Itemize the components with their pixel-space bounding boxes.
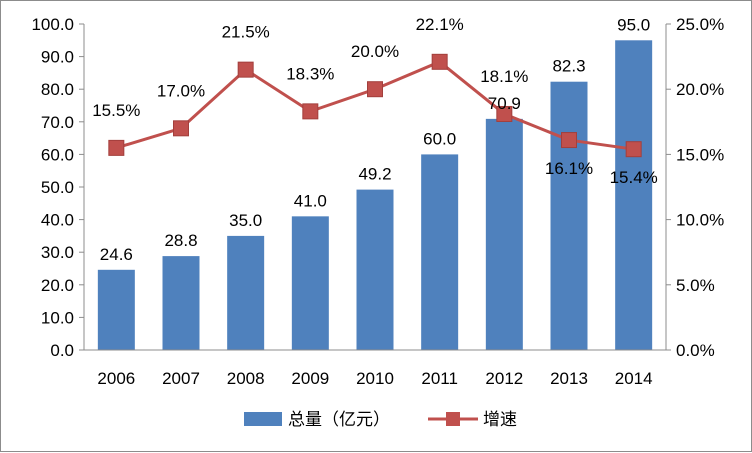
left-axis-tick-label: 100.0 [31, 15, 74, 34]
line-marker [302, 103, 319, 120]
line-data-label: 18.3% [286, 64, 334, 83]
line-data-label: 15.4% [610, 168, 658, 187]
x-axis-tick-label: 2006 [97, 369, 135, 388]
right-axis-tick-label: 25.0% [676, 15, 724, 34]
right-axis-tick-labels: 0.0% 5.0% 10.0% 15.0% 20.0% 25.0% [666, 15, 724, 360]
line-marker [173, 120, 189, 137]
legend-bar-swatch [244, 412, 282, 426]
left-axis-tick-label: 70.0 [41, 113, 74, 132]
right-axis-tick-label: 5.0% [676, 276, 715, 295]
bar-data-label: 60.0 [423, 129, 456, 148]
right-axis-tick-label: 15.0% [676, 145, 724, 164]
bar-data-label: 95.0 [617, 15, 650, 34]
line-data-label: 16.1% [545, 159, 593, 178]
x-axis-tick-labels: 2006 2007 2008 2009 2010 2011 2012 2013 2014 [97, 369, 652, 388]
line-marker [496, 105, 513, 122]
left-axis-tick-label: 90.0 [41, 48, 74, 67]
bar-data-label: 70.9 [488, 94, 521, 113]
bar [615, 40, 653, 351]
bar [162, 256, 200, 350]
line-marker [237, 61, 254, 78]
legend-bar-label: 总量（亿元） [288, 410, 390, 430]
x-axis-tick-label: 2014 [615, 369, 653, 388]
left-axis-tick-label: 80.0 [41, 80, 74, 99]
left-axis-tick-label: 0.0 [50, 341, 74, 360]
left-axis-tick-label: 10.0 [41, 308, 74, 327]
bar-data-label: 28.8 [164, 231, 197, 250]
x-axis-tick-label: 2011 [421, 369, 458, 388]
right-axis-tick-label: 10.0% [676, 211, 724, 230]
line-data-label: 18.1% [480, 67, 528, 86]
bar [550, 81, 588, 351]
line-data-label: 17.0% [157, 81, 205, 100]
bar [227, 235, 265, 350]
line-data-label: 22.1% [416, 15, 464, 34]
bar [485, 118, 523, 350]
line-marker [431, 53, 448, 70]
bar-data-label: 35.0 [229, 211, 262, 230]
bar-data-labels: 24.6 28.8 35.0 41.0 49.2 60.0 70.9 82.3 95.0 [100, 15, 650, 264]
x-axis-tick-label: 2012 [485, 369, 523, 388]
line-data-label: 20.0% [351, 42, 399, 61]
bar-data-label: 41.0 [294, 191, 327, 210]
x-axis-tick-label: 2008 [227, 369, 265, 388]
x-axis-tick-label: 2013 [550, 369, 588, 388]
left-axis-tick-label: 50.0 [41, 178, 74, 197]
bar [97, 269, 135, 350]
bar-data-label: 82.3 [552, 57, 585, 76]
left-axis-tick-label: 40.0 [41, 211, 74, 230]
right-axis-tick-label: 20.0% [676, 80, 724, 99]
line-marker [625, 141, 642, 158]
line-markers [108, 53, 642, 158]
line-data-label: 21.5% [222, 23, 270, 42]
line-data-labels: 15.5% 17.0% 21.5% 18.3% 20.0% 22.1% 18.1% 16.1%… [92, 15, 658, 187]
legend: 总量（亿元） 增速 [244, 410, 517, 430]
left-axis-tick-label: 20.0 [41, 276, 74, 295]
bar [421, 154, 459, 350]
legend-line-marker [446, 412, 460, 426]
legend-line-label: 增速 [483, 410, 517, 430]
x-axis-tick-label: 2009 [291, 369, 329, 388]
right-axis-tick-label: 0.0% [676, 341, 715, 360]
line-marker [561, 132, 577, 149]
x-axis-tick-label: 2010 [356, 369, 394, 388]
line-marker [108, 139, 125, 156]
line-marker [367, 81, 383, 98]
x-axis-tick-label: 2007 [162, 369, 200, 388]
bar-data-label: 24.6 [100, 245, 133, 264]
left-axis-tick-labels: 0.0 10.0 20.0 30.0 40.0 50.0 60.0 70.0 80.0 90.0 1… [31, 15, 84, 360]
bar-series [97, 40, 653, 351]
left-axis-tick-label: 60.0 [41, 145, 74, 164]
line-data-label: 15.5% [92, 101, 140, 120]
bar-data-label: 49.2 [358, 165, 391, 184]
bar [291, 216, 329, 350]
bar [356, 189, 394, 350]
left-axis-tick-label: 30.0 [41, 243, 74, 262]
